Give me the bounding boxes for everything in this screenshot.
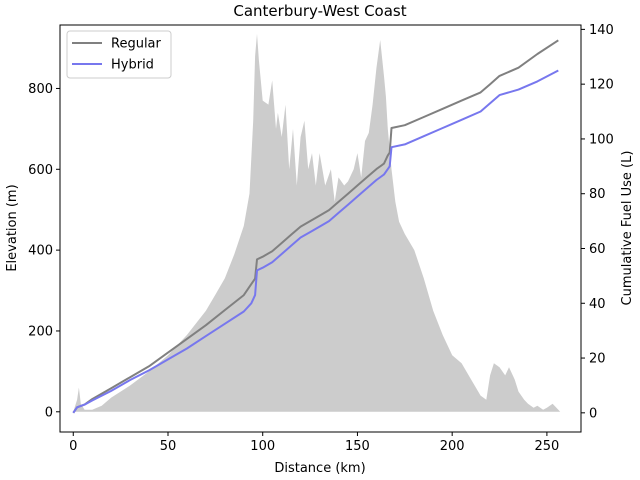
y-left-tick-label: 600 (28, 163, 53, 178)
x-tick-label: 150 (345, 439, 370, 454)
series-line-hybrid (72, 69, 559, 414)
x-tick-label: 50 (160, 439, 177, 454)
legend: Regular Hybrid (66, 30, 172, 79)
y-right-tick-label: 20 (589, 352, 606, 367)
elevation-layer (73, 33, 561, 412)
series-line-regular (72, 39, 559, 414)
plot-frame (59, 24, 582, 433)
y-right-tick-label: 120 (589, 78, 614, 93)
y-right-tick-label: 80 (589, 187, 606, 202)
series-layer (72, 39, 559, 414)
legend-label-hybrid: Hybrid (111, 58, 154, 73)
y-axis-left-label: Elevation (m) (5, 184, 20, 271)
y-right-tick-label: 100 (589, 132, 614, 147)
elevation-area (73, 33, 561, 412)
x-axis-label: Distance (km) (274, 461, 365, 476)
x-tick-label: 200 (440, 439, 465, 454)
y-right-tick-label: 60 (589, 242, 606, 257)
x-tick-label: 0 (69, 439, 77, 454)
y-left-tick-label: 400 (28, 244, 53, 259)
y-axis-right: 0 20 40 60 80 100 120 140 (581, 23, 614, 421)
chart-title: Canterbury-West Coast (233, 2, 406, 20)
x-tick-label: 100 (250, 439, 275, 454)
legend-label-regular: Regular (111, 37, 162, 52)
y-left-tick-label: 200 (28, 324, 53, 339)
y-right-tick-label: 0 (589, 406, 597, 421)
y-right-tick-label: 40 (589, 297, 606, 312)
y-right-tick-label: 140 (589, 23, 614, 38)
x-axis: 0 50 100 150 200 250 (69, 432, 559, 454)
y-left-tick-label: 0 (45, 405, 53, 420)
y-left-tick-label: 800 (28, 82, 53, 97)
y-axis-right-label: Cumulative Fuel Use (L) (620, 151, 635, 306)
x-tick-label: 250 (534, 439, 559, 454)
plot-area (59, 24, 582, 433)
y-axis-left: 0 200 400 600 800 (28, 82, 60, 420)
